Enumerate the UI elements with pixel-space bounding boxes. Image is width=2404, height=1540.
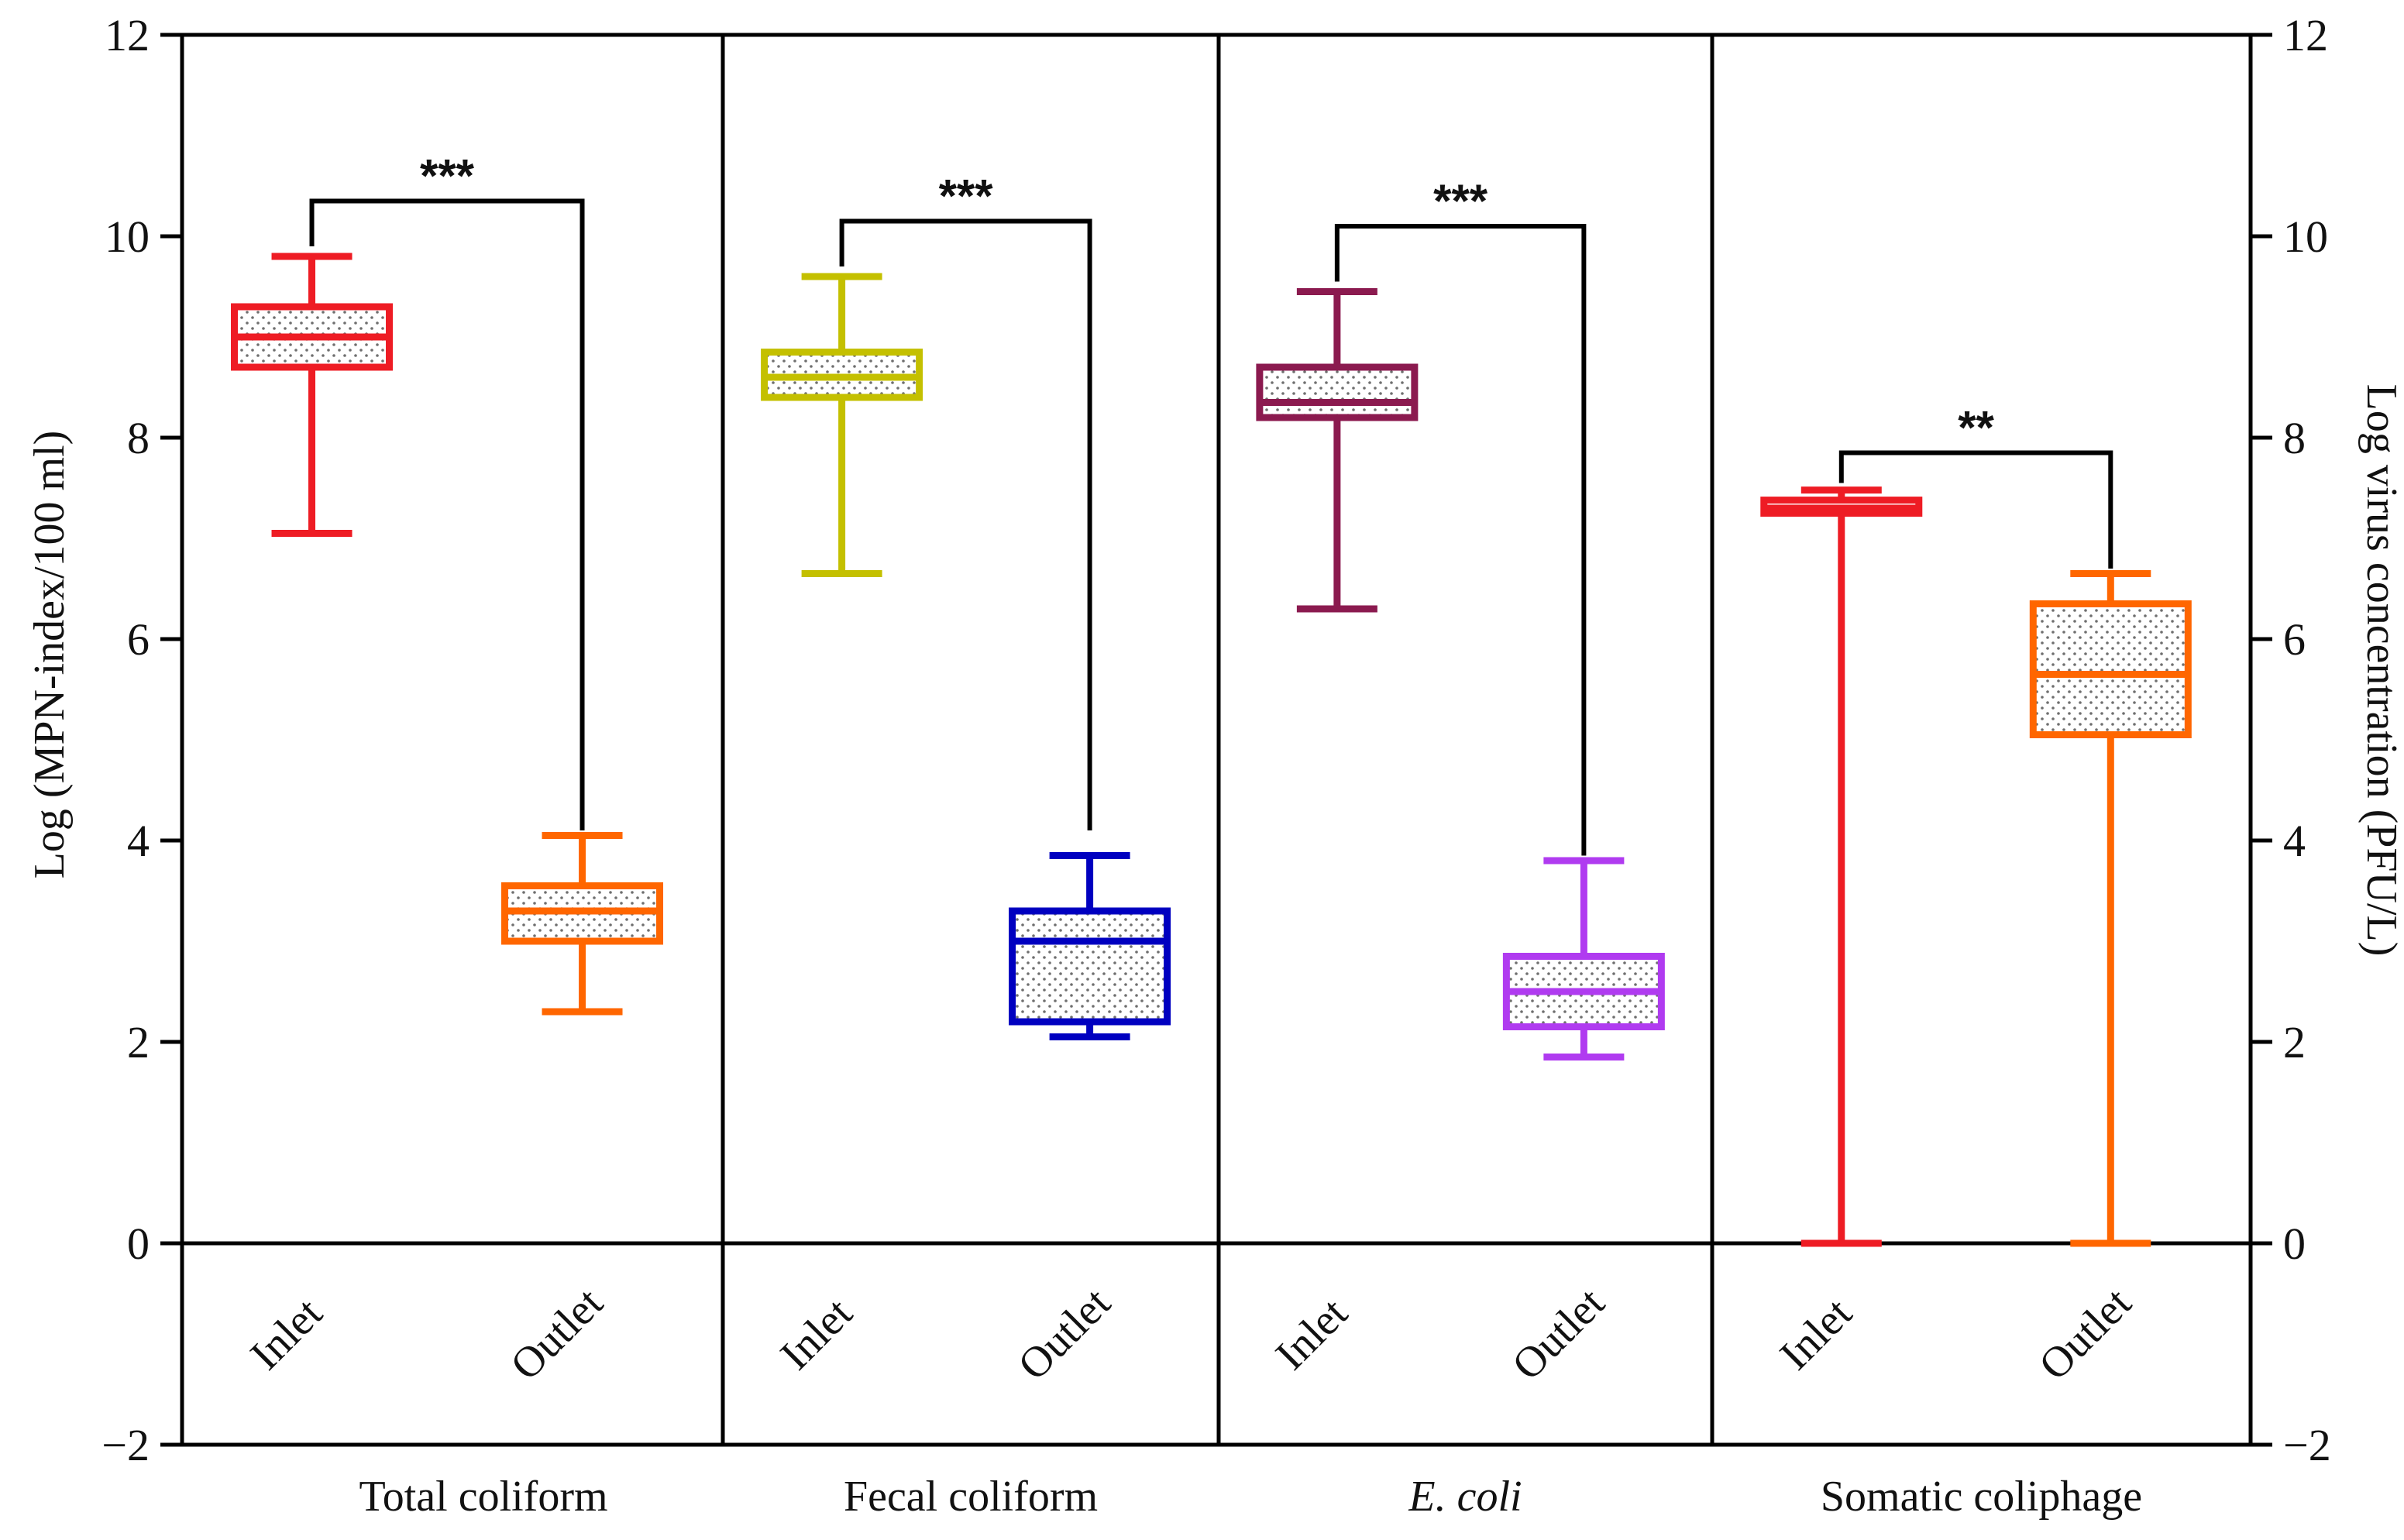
significance-label: **: [1958, 402, 1994, 454]
left-y-tick-label: 6: [127, 614, 150, 665]
box-inlet: [1256, 288, 1419, 613]
right-y-tick-label: 4: [2283, 816, 2306, 866]
group-label: Fecal coliform: [844, 1473, 1098, 1521]
category-label-inlet: Inlet: [1267, 1289, 1357, 1380]
left-y-tick-label: 0: [127, 1219, 150, 1269]
right-y-tick-label: −2: [2283, 1420, 2331, 1470]
box-iqr: [1009, 907, 1171, 1026]
right-y-tick-label: 2: [2283, 1017, 2306, 1067]
box-inlet: [761, 273, 923, 577]
box-outlet: [1009, 852, 1171, 1040]
group-label: Somatic coliphage: [1821, 1473, 2142, 1521]
category-label-outlet: Outlet: [2030, 1279, 2141, 1390]
left-y-tick-label: 12: [105, 10, 150, 60]
left-y-tick-label: −2: [101, 1420, 150, 1470]
left-y-tick-label: 4: [127, 816, 150, 866]
box-iqr: [1256, 363, 1419, 421]
right-y-tick-label: 6: [2283, 614, 2306, 665]
box-outlet: [501, 832, 664, 1016]
significance-label: ***: [1433, 175, 1488, 227]
category-label-outlet: Outlet: [501, 1279, 612, 1390]
box-outlet: [2029, 570, 2192, 1247]
group-label: E. coli: [1408, 1473, 1522, 1521]
left-y-tick-label: 10: [105, 211, 150, 262]
box-iqr: [2029, 600, 2192, 738]
left-y-tick-label: 8: [127, 413, 150, 463]
category-label-inlet: Inlet: [242, 1289, 332, 1380]
category-label-outlet: Outlet: [1009, 1279, 1119, 1390]
right-y-tick-label: 0: [2283, 1219, 2306, 1269]
significance-bracket: [839, 218, 1092, 830]
category-label-inlet: Inlet: [1771, 1289, 1862, 1380]
box-inlet: [1760, 486, 1923, 1247]
category-label-outlet: Outlet: [1503, 1279, 1614, 1390]
left-y-axis-title: Log (MPN-index/100 ml): [26, 431, 74, 879]
right-y-tick-label: 10: [2283, 211, 2328, 262]
right-y-tick-label: 12: [2283, 10, 2328, 60]
box-outlet: [1502, 857, 1665, 1060]
left-y-tick-label: 2: [127, 1017, 150, 1067]
right-y-axis-title: Log virus concentration (PFU/L): [2358, 384, 2404, 957]
significance-bracket: [309, 198, 585, 830]
significance-bracket: [1334, 224, 1587, 856]
category-label-inlet: Inlet: [772, 1289, 862, 1380]
group-label: Total coliform: [359, 1473, 607, 1521]
significance-label: ***: [420, 150, 475, 202]
significance-bracket: [1838, 450, 2113, 569]
significance-label: ***: [939, 170, 994, 222]
right-y-tick-label: 8: [2283, 413, 2306, 463]
box-inlet: [231, 253, 394, 537]
